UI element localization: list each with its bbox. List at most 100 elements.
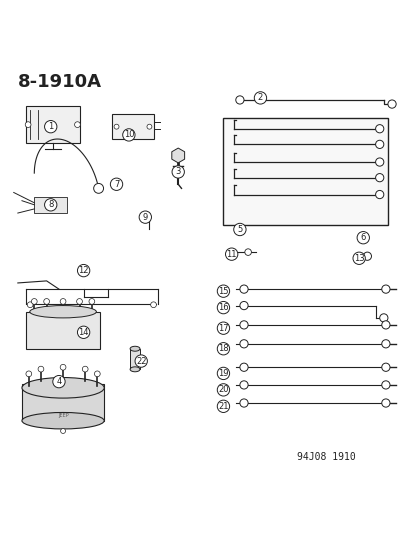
Ellipse shape [22, 413, 104, 429]
Circle shape [352, 252, 364, 264]
Circle shape [387, 100, 395, 108]
Ellipse shape [130, 346, 140, 351]
Text: 2: 2 [257, 93, 262, 102]
Circle shape [379, 314, 387, 322]
Circle shape [217, 322, 229, 334]
Circle shape [239, 285, 247, 293]
Text: 94J08 1910: 94J08 1910 [297, 452, 355, 462]
Text: 1: 1 [48, 122, 53, 131]
Text: 8-1910A: 8-1910A [18, 73, 102, 91]
Circle shape [27, 302, 33, 308]
Text: 3: 3 [175, 167, 180, 176]
Text: 10: 10 [123, 131, 134, 140]
Text: 7: 7 [114, 180, 119, 189]
Circle shape [239, 302, 247, 310]
Circle shape [239, 381, 247, 389]
Circle shape [217, 285, 229, 297]
Circle shape [45, 120, 57, 133]
Circle shape [239, 363, 247, 372]
FancyBboxPatch shape [34, 197, 67, 213]
Text: 13: 13 [353, 254, 363, 263]
Circle shape [74, 122, 80, 127]
Text: JEEP: JEEP [58, 413, 68, 417]
FancyBboxPatch shape [112, 115, 153, 139]
Circle shape [77, 326, 90, 338]
Text: 16: 16 [218, 303, 228, 312]
Circle shape [26, 371, 32, 377]
Circle shape [93, 183, 103, 193]
Circle shape [31, 298, 37, 304]
Circle shape [217, 367, 229, 379]
Circle shape [45, 199, 57, 211]
Circle shape [147, 124, 152, 129]
Circle shape [225, 248, 237, 260]
Text: 6: 6 [360, 233, 365, 242]
Text: 17: 17 [218, 324, 228, 333]
Circle shape [135, 355, 147, 367]
Circle shape [375, 140, 383, 149]
Text: 15: 15 [218, 287, 228, 296]
Circle shape [239, 321, 247, 329]
Text: 5: 5 [237, 225, 242, 234]
Circle shape [110, 178, 122, 190]
Circle shape [239, 340, 247, 348]
FancyBboxPatch shape [26, 106, 79, 143]
Circle shape [114, 124, 119, 129]
Circle shape [381, 340, 389, 348]
Text: 12: 12 [78, 266, 89, 275]
Text: 9: 9 [142, 213, 147, 222]
Circle shape [381, 363, 389, 372]
FancyBboxPatch shape [223, 118, 387, 225]
Circle shape [139, 211, 151, 223]
Circle shape [38, 366, 44, 372]
Circle shape [254, 92, 266, 104]
Circle shape [375, 158, 383, 166]
FancyBboxPatch shape [26, 312, 100, 349]
Text: 4: 4 [56, 377, 62, 386]
Circle shape [94, 371, 100, 377]
Text: 19: 19 [218, 369, 228, 378]
Circle shape [76, 298, 82, 304]
Circle shape [381, 399, 389, 407]
Ellipse shape [130, 367, 140, 372]
Text: 18: 18 [218, 344, 228, 353]
Circle shape [77, 264, 90, 277]
Circle shape [217, 384, 229, 396]
Circle shape [239, 399, 247, 407]
Circle shape [150, 302, 156, 308]
Circle shape [381, 381, 389, 389]
FancyBboxPatch shape [130, 349, 140, 369]
Text: 22: 22 [135, 357, 146, 366]
Circle shape [217, 400, 229, 413]
FancyBboxPatch shape [22, 384, 104, 421]
Circle shape [217, 302, 229, 314]
Text: 14: 14 [78, 328, 89, 337]
Circle shape [375, 125, 383, 133]
Ellipse shape [22, 377, 104, 398]
Circle shape [381, 321, 389, 329]
Circle shape [60, 429, 65, 433]
Circle shape [375, 174, 383, 182]
Circle shape [381, 285, 389, 293]
Text: 21: 21 [218, 402, 228, 411]
Circle shape [122, 129, 135, 141]
Circle shape [375, 190, 383, 199]
Circle shape [217, 343, 229, 355]
Circle shape [53, 375, 65, 388]
Circle shape [244, 249, 251, 255]
Circle shape [233, 223, 245, 236]
Circle shape [356, 231, 368, 244]
Text: 8: 8 [48, 200, 53, 209]
Circle shape [82, 366, 88, 372]
Circle shape [60, 365, 66, 370]
Circle shape [362, 252, 370, 260]
Circle shape [235, 96, 243, 104]
Circle shape [60, 298, 66, 304]
Ellipse shape [30, 305, 96, 318]
Text: 20: 20 [218, 385, 228, 394]
Circle shape [89, 298, 95, 304]
Circle shape [25, 122, 31, 127]
Circle shape [44, 298, 50, 304]
Circle shape [172, 166, 184, 178]
Text: 11: 11 [226, 249, 236, 259]
